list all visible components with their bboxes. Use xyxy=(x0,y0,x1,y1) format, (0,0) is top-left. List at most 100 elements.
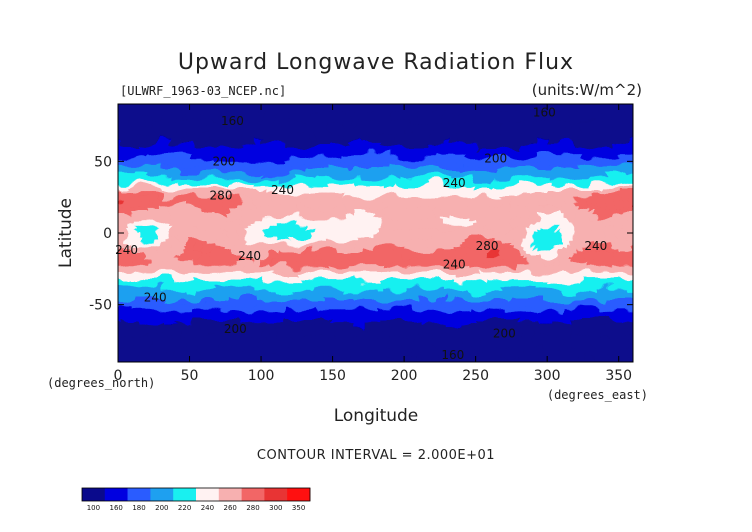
field-cell xyxy=(146,104,151,109)
field-cell xyxy=(160,168,166,173)
field-cell xyxy=(164,121,169,127)
field-cell xyxy=(379,118,384,123)
field-cell xyxy=(543,118,548,123)
field-cell xyxy=(482,197,487,202)
field-cell xyxy=(447,143,452,148)
field-cell xyxy=(111,208,115,212)
field-cell xyxy=(579,197,584,202)
field-cell xyxy=(364,104,369,109)
field-cell xyxy=(411,139,416,145)
field-cell xyxy=(350,129,355,134)
field-cell xyxy=(189,204,194,209)
field-cell xyxy=(150,107,155,112)
field-cell xyxy=(329,164,334,170)
field-cell xyxy=(486,139,491,145)
field-cell xyxy=(604,125,609,130)
field-cell xyxy=(479,204,484,209)
field-cell xyxy=(104,190,108,194)
field-cell xyxy=(228,150,234,155)
field-cell xyxy=(293,186,298,191)
field-cell xyxy=(640,151,644,155)
field-cell xyxy=(454,157,459,162)
field-cell xyxy=(343,136,348,141)
field-cell xyxy=(314,143,319,148)
field-cell xyxy=(268,121,273,127)
field-cell xyxy=(421,150,427,155)
field-cell xyxy=(568,186,573,191)
field-cell xyxy=(414,136,420,141)
field-cell xyxy=(175,172,180,177)
field-cell xyxy=(561,182,566,188)
field-cell xyxy=(200,147,205,152)
field-cell xyxy=(386,104,391,109)
field-cell xyxy=(182,197,187,202)
field-cell xyxy=(443,175,448,180)
field-cell xyxy=(125,143,130,148)
field-cell xyxy=(421,164,427,170)
field-cell xyxy=(479,136,484,141)
field-cell xyxy=(622,107,627,112)
field-cell xyxy=(568,139,573,145)
field-cell xyxy=(575,190,580,195)
field-cell xyxy=(507,157,513,162)
field-cell xyxy=(268,207,273,213)
field-cell xyxy=(625,207,631,213)
field-cell xyxy=(572,164,577,170)
field-cell xyxy=(357,164,362,170)
field-cell xyxy=(225,168,230,173)
field-cell xyxy=(593,204,598,209)
field-cell xyxy=(364,125,369,130)
field-cell xyxy=(121,168,126,173)
field-cell xyxy=(321,154,327,159)
field-cell xyxy=(203,211,209,216)
field-cell xyxy=(561,193,566,198)
field-cell xyxy=(454,182,459,188)
field-cell xyxy=(400,150,405,155)
field-cell xyxy=(332,179,337,184)
field-cell xyxy=(611,114,616,119)
field-cell xyxy=(532,147,538,152)
field-cell xyxy=(361,193,366,198)
field-cell xyxy=(450,164,455,170)
field-cell xyxy=(418,154,423,159)
field-cell xyxy=(343,150,348,155)
field-cell xyxy=(518,125,523,130)
field-cell xyxy=(214,175,219,180)
field-cell xyxy=(557,197,563,202)
field-cell xyxy=(582,104,588,109)
field-cell xyxy=(426,97,430,101)
field-cell xyxy=(450,204,455,209)
field-cell xyxy=(339,197,344,202)
field-cell xyxy=(340,97,344,101)
field-cell xyxy=(637,186,641,190)
field-cell xyxy=(464,136,470,141)
field-cell xyxy=(457,107,462,112)
field-cell xyxy=(318,150,323,155)
field-cell xyxy=(389,190,394,195)
field-cell xyxy=(600,132,605,137)
field-cell xyxy=(354,118,359,123)
field-cell xyxy=(160,207,166,213)
field-cell xyxy=(314,161,319,166)
field-cell xyxy=(493,132,498,137)
field-cell xyxy=(432,111,437,116)
field-cell xyxy=(264,157,269,162)
field-cell xyxy=(118,107,123,112)
field-cell xyxy=(443,147,448,152)
field-cell xyxy=(475,143,480,148)
field-cell xyxy=(386,139,391,145)
field-cell xyxy=(572,161,577,166)
field-cell xyxy=(575,132,580,137)
field-cell xyxy=(407,129,412,134)
field-cell xyxy=(207,107,212,112)
field-cell xyxy=(582,132,588,137)
field-cell xyxy=(214,204,219,209)
field-cell xyxy=(128,207,133,213)
field-cell xyxy=(504,197,509,202)
field-cell xyxy=(407,179,412,184)
field-cell xyxy=(182,132,187,137)
field-cell xyxy=(637,194,641,198)
field-cell xyxy=(111,129,115,133)
field-cell xyxy=(261,136,266,141)
field-cell xyxy=(146,132,151,137)
